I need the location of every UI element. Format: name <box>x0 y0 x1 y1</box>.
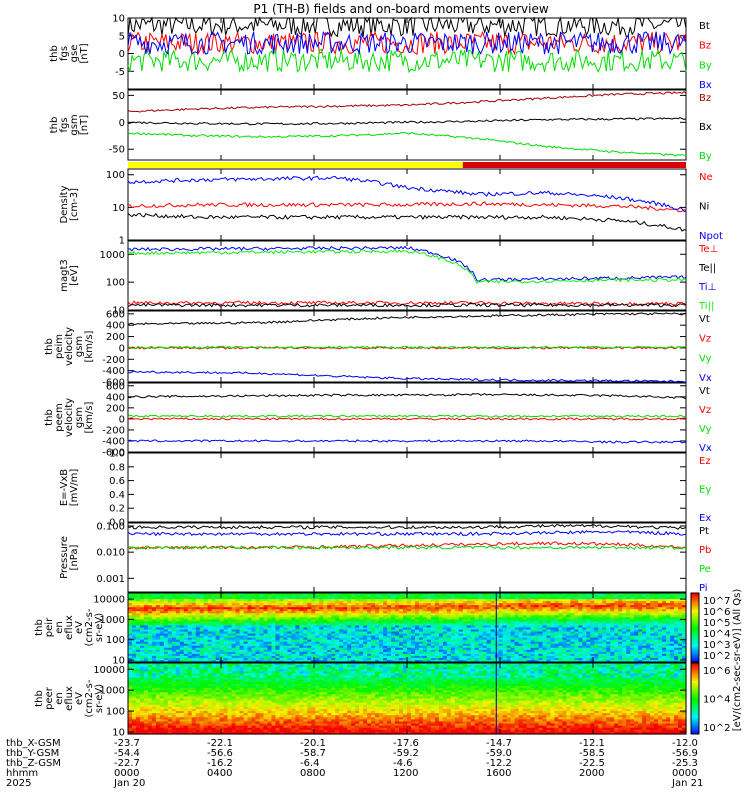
ytick-label: 0 <box>119 49 125 60</box>
ytick-label: 0.100 <box>96 521 125 532</box>
legend-vz: Vz <box>699 334 711 345</box>
legend-ti: Ti|| <box>698 301 714 312</box>
ytick-label: 0 <box>119 343 125 354</box>
ytick-label: 200 <box>106 332 125 343</box>
legend-pi: Pi <box>699 583 708 594</box>
legend-ez: Ez <box>699 456 711 467</box>
series-line-ni <box>128 213 686 231</box>
ytick-label: 400 <box>106 392 125 403</box>
legend-ti: Ti⊥ <box>698 282 716 293</box>
y-axis-label: [cm-3] <box>69 188 80 221</box>
ytick-label: -5 <box>115 67 125 78</box>
legend-ey: Ey <box>699 485 711 496</box>
panel-mode-bar <box>128 162 686 168</box>
legend-npot: Npot <box>699 231 723 242</box>
ytick-label: 1.0 <box>109 449 125 460</box>
series-line-ne <box>128 202 686 212</box>
y-axis-label: [nPa] <box>69 544 80 570</box>
ytick-label: 50 <box>112 91 125 102</box>
ytick-label: -200 <box>102 425 125 436</box>
ytick-label: 600 <box>106 381 125 392</box>
plot-title: P1 (TH-B) fields and on-board moments ov… <box>253 2 549 16</box>
ytick-label: 0 <box>119 118 125 129</box>
series-line-vt <box>128 394 686 399</box>
ytick-label: 0.6 <box>109 476 125 487</box>
ytick-label: 600 <box>106 309 125 320</box>
ytick-label: 0.010 <box>96 548 125 559</box>
legend-te: Te|| <box>698 263 716 274</box>
series-line-pi <box>128 531 686 536</box>
ytick-label: 10 <box>112 203 125 214</box>
series-line-bx <box>128 118 686 125</box>
legend-vx: Vx <box>699 373 712 384</box>
ytick-label: 0 <box>119 414 125 425</box>
ytick-label: 0.8 <box>109 462 125 473</box>
ytick-label: -400 <box>102 366 125 377</box>
series-line-npot <box>128 176 686 212</box>
legend-bx: Bx <box>699 122 712 133</box>
y-axis-label: [km/s] <box>84 401 95 433</box>
panel-frame <box>128 18 686 89</box>
legend-pe: Pe <box>699 564 711 575</box>
series-line-vy <box>128 415 686 417</box>
legend-by: By <box>699 151 712 162</box>
mode-bar-segment <box>463 162 686 168</box>
legend-ex: Ex <box>699 513 711 524</box>
ytick-label: 0.001 <box>96 574 125 585</box>
ytick-label: 1000 <box>100 250 125 261</box>
series-line-by <box>128 49 686 72</box>
series-line-by <box>128 132 686 156</box>
y-axis-label: [km/s] <box>84 330 95 362</box>
legend-te: Te⊥ <box>698 244 718 255</box>
legend-ne: Ne <box>699 172 713 183</box>
legend-pt: Pt <box>699 526 709 537</box>
legend-vx: Vx <box>699 443 712 454</box>
legend-bt: Bt <box>699 21 710 32</box>
ytick-label: 5 <box>119 31 125 42</box>
ytick-label: 400 <box>106 321 125 332</box>
y-axis-label: [nT] <box>79 115 90 135</box>
ytick-label: -200 <box>102 355 125 366</box>
ytick-label: 0.4 <box>109 490 125 501</box>
series-line-te <box>128 301 686 305</box>
mode-bar-segment <box>128 162 463 168</box>
ytick-label: 0.2 <box>109 504 125 515</box>
ytick-label: 1 <box>119 236 125 247</box>
legend-vy: Vy <box>699 353 712 364</box>
legend-bx: Bx <box>699 80 712 91</box>
legend-ni: Ni <box>699 202 709 213</box>
ytick-label: 100 <box>106 278 125 289</box>
legend-bz: Bz <box>699 41 711 52</box>
y-axis-label: [eV] <box>69 265 80 286</box>
legend-by: By <box>699 60 712 71</box>
legend-vt: Vt <box>699 386 710 397</box>
y-axis-label: [mV/m] <box>69 469 80 507</box>
legend-bz: Bz <box>699 93 711 104</box>
legend-vt: Vt <box>699 314 710 325</box>
panel-frame <box>128 90 686 160</box>
series-line-vx <box>128 440 686 443</box>
legend-pb: Pb <box>699 545 711 556</box>
legend-vz: Vz <box>699 405 711 416</box>
series-line-vz <box>128 418 686 420</box>
ytick-label: 100 <box>106 170 125 181</box>
ytick-label: -50 <box>109 145 125 156</box>
y-axis-label: [nT] <box>79 43 90 63</box>
ytick-label: 10 <box>112 14 125 25</box>
ytick-label: 200 <box>106 403 125 414</box>
ytick-label: -400 <box>102 436 125 447</box>
panel-frame <box>128 453 686 522</box>
legend-vy: Vy <box>699 424 712 435</box>
